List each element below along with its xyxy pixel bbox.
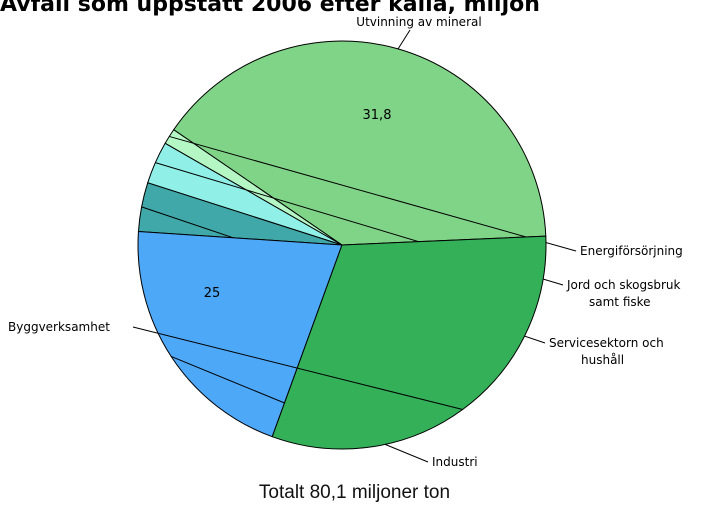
category-label: Servicesektorn och hushåll <box>549 336 664 367</box>
category-label: Energiförsörjning <box>580 244 683 258</box>
leader-line <box>397 29 411 50</box>
category-label: Byggverksamhet <box>8 320 110 334</box>
pie-slice <box>271 235 547 450</box>
category-label: Jord och skogsbruk samt fiske <box>566 278 681 309</box>
pie-slice <box>172 40 547 246</box>
leader-line <box>132 326 463 410</box>
chart-title: Avfall som uppstått 2006 efter källa, mi… <box>0 0 540 17</box>
category-label: Industri <box>432 455 478 469</box>
chart-footer: Totalt 80,1 miljoner ton <box>258 482 451 503</box>
leader-line <box>169 135 577 252</box>
value-label: 31,8 <box>363 108 392 123</box>
category-label: Utvinning av mineral <box>356 15 481 29</box>
value-label: 25 <box>204 286 221 301</box>
